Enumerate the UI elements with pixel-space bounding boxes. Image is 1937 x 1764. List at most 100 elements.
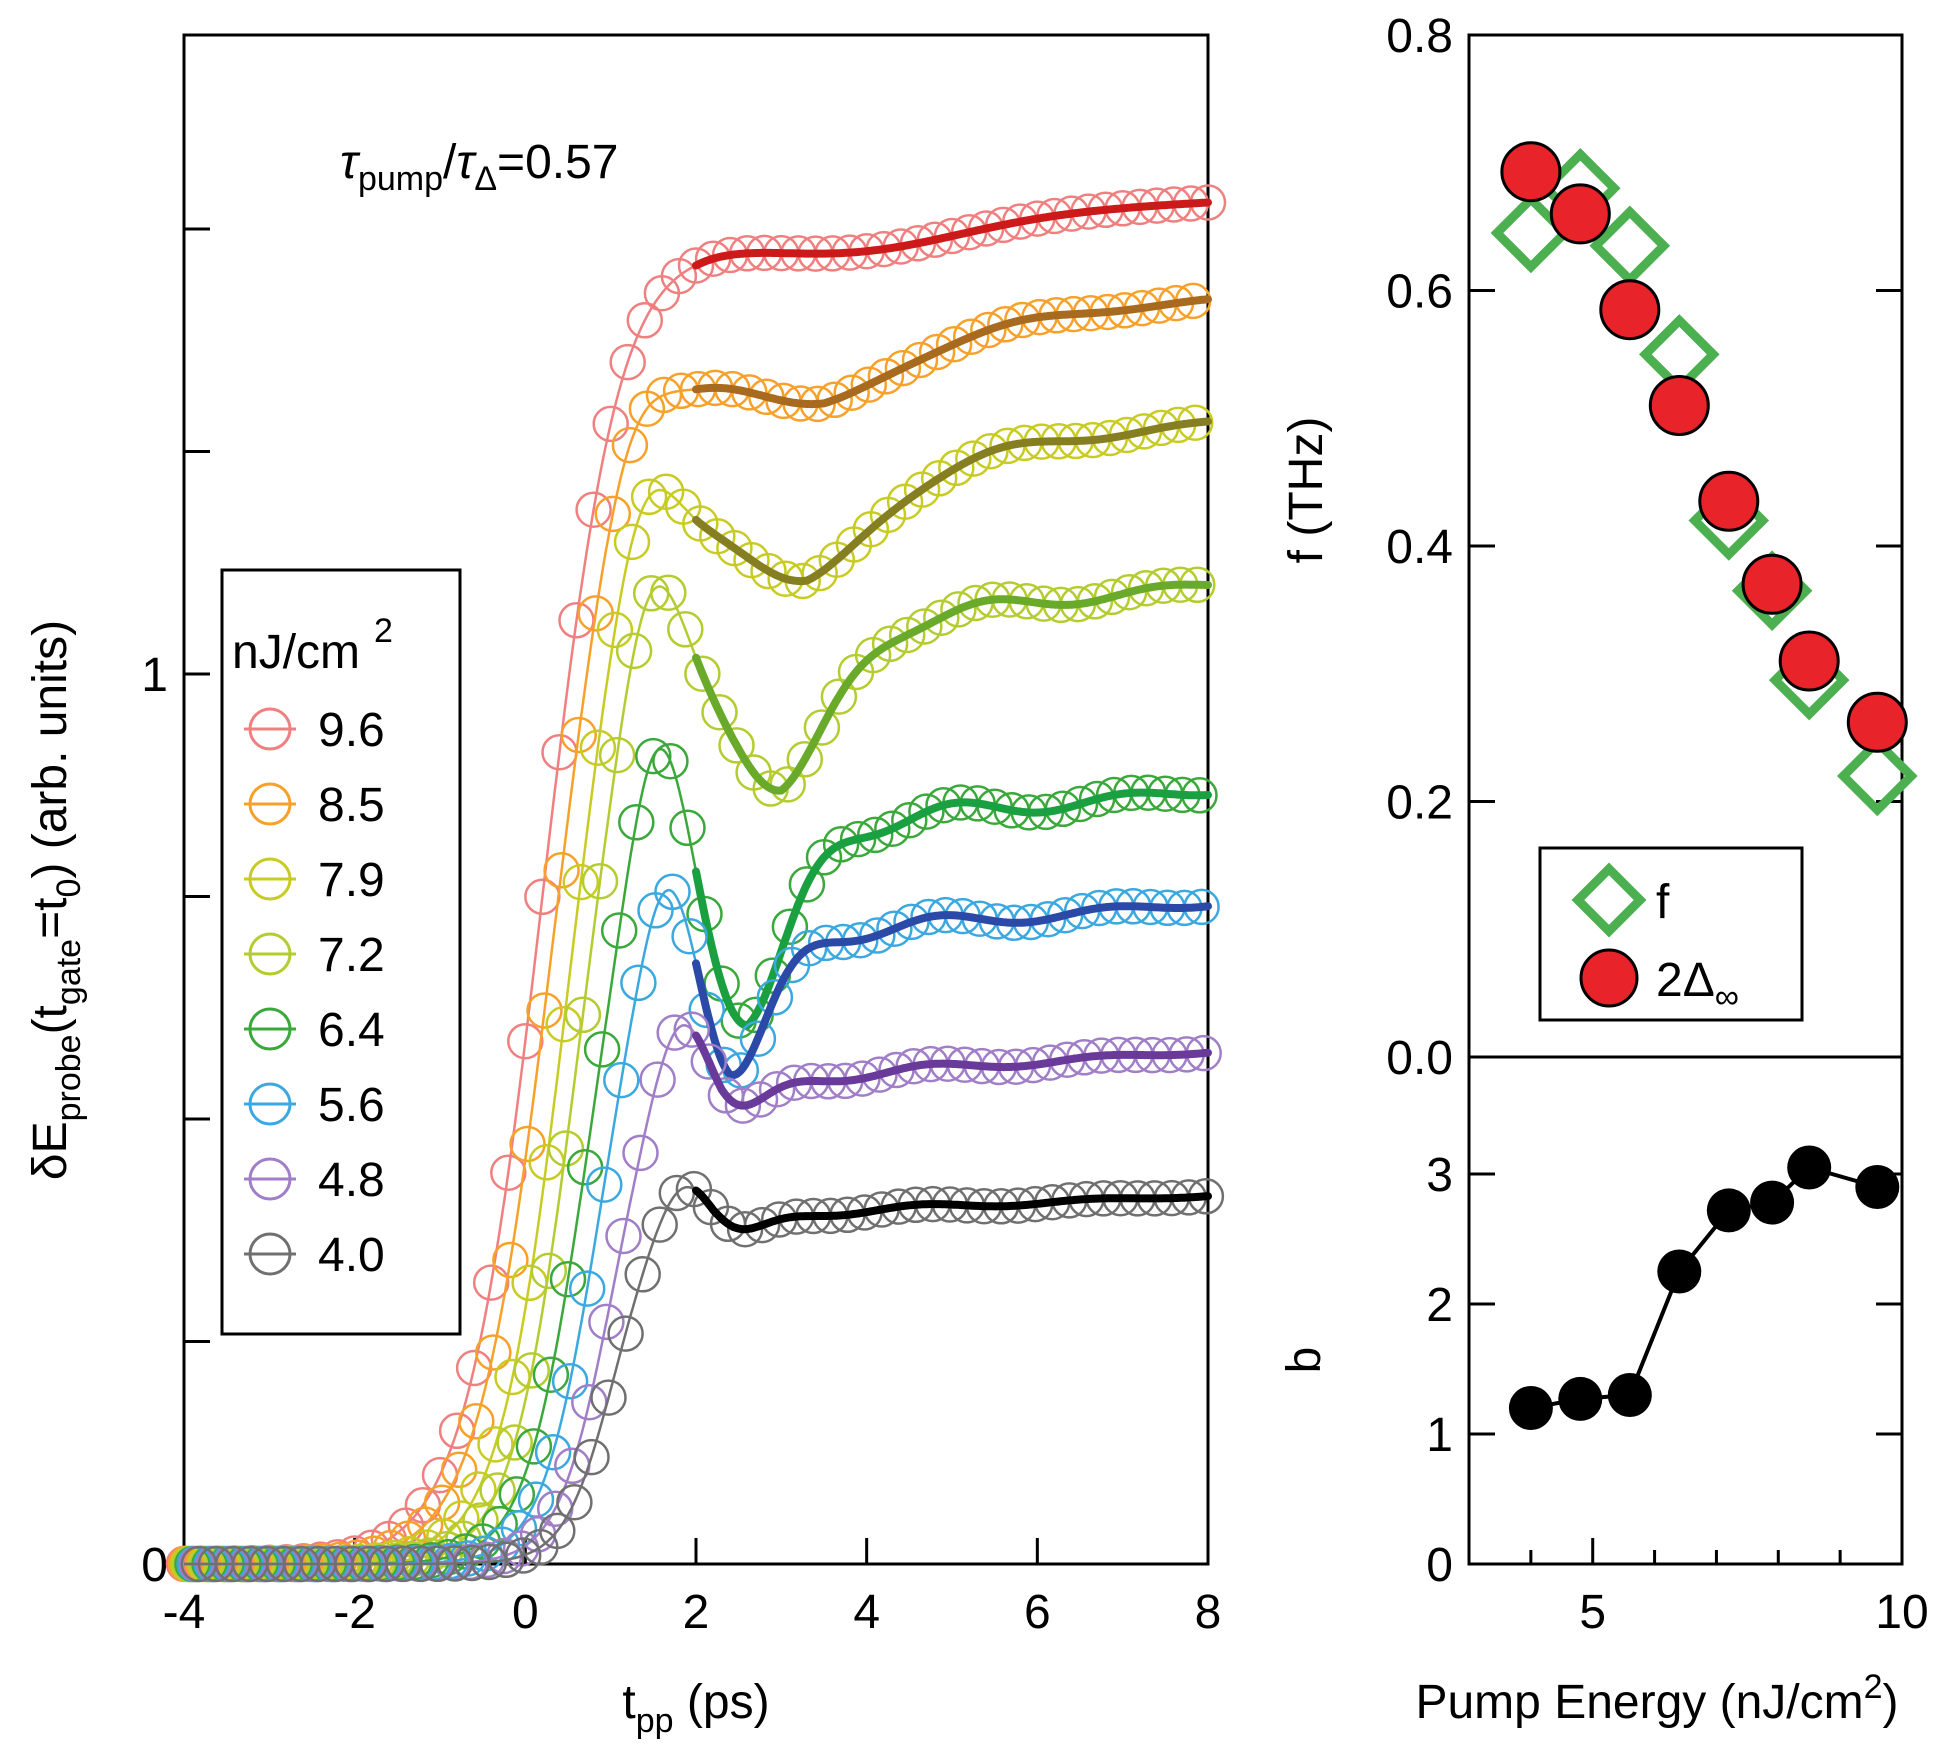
x-tick-label: 8: [1195, 1586, 1222, 1639]
panel-b-frequency: 0.0 0.2 0.4 0.6 0.8 f (THz) f 2Δ∞: [1280, 10, 1918, 1085]
legend-title: nJ/cm 2: [232, 612, 393, 679]
data-point: [573, 1438, 610, 1476]
legend-label: 8.5: [318, 779, 385, 832]
f-point: [1589, 205, 1671, 287]
annotation-tau2: τ: [456, 136, 477, 189]
legend-entry: 4.0: [244, 1229, 385, 1282]
data-point: [920, 460, 958, 497]
annotation-slash: /: [443, 136, 457, 189]
y-tick-label: 0.8: [1386, 10, 1453, 63]
data-point: [652, 742, 689, 780]
legend-entry: 7.2: [244, 929, 385, 982]
x-label-main: Pump Energy (nJ/cm: [1415, 1676, 1863, 1729]
data-point: [635, 737, 672, 775]
data-point: [888, 616, 926, 654]
2delta-point: [1549, 183, 1611, 245]
data-point: [551, 1362, 589, 1400]
legend-diamond-marker: [1571, 862, 1647, 938]
legend-box: [220, 568, 462, 1336]
f-point: [1638, 314, 1720, 395]
fit-line: [692, 580, 1212, 795]
data-point: [513, 1352, 550, 1389]
data-point: [526, 992, 563, 1029]
data-point: [850, 366, 888, 403]
data-point: [598, 736, 636, 774]
data-point: [458, 1403, 495, 1440]
panel-c-frame: [1467, 1055, 1904, 1566]
annotation-sub1: pump: [358, 160, 443, 198]
data-point: [803, 709, 841, 746]
legend-label: 6.4: [318, 1004, 385, 1057]
panel-c-y-label: b: [1278, 1347, 1331, 1374]
panel-a-x-label: tpp (ps): [622, 1676, 769, 1740]
data-point: [507, 1022, 544, 1060]
data-point: [656, 1014, 693, 1051]
data-point: [586, 1166, 623, 1203]
data-point: [609, 343, 646, 381]
data-point: [891, 801, 928, 839]
data-point: [560, 716, 597, 754]
x-tick-label: 2: [683, 1586, 710, 1639]
fit-line: [692, 417, 1212, 586]
data-point: [564, 996, 602, 1034]
panel-a-time-traces: -4 -2 0 2 4 6 801 τpump/τΔ=0.57 tpp (ps) δEpro…: [24, 33, 1227, 1740]
data-point: [856, 816, 894, 854]
data-point: [594, 495, 632, 533]
x-tick-label: 6: [1024, 1586, 1051, 1639]
legend-delta-label: 2Δ∞: [1656, 954, 1739, 1016]
x-tick-label: 0: [512, 1586, 539, 1639]
annotation-tau1: τ: [340, 136, 361, 189]
data-point: [596, 611, 634, 649]
data-point: [440, 1451, 478, 1489]
data-point: [756, 979, 794, 1016]
legend-label: 7.9: [318, 854, 385, 907]
b-point: [1855, 1165, 1900, 1209]
data-point: [987, 306, 1024, 343]
data-point: [481, 1505, 518, 1543]
y-tick-label: 1: [1426, 1409, 1453, 1462]
x-tick-label: -4: [163, 1586, 206, 1639]
legend-entries: 9.6 8.5 7.9 7.2 6.4 5.6 4.8 4.0: [244, 704, 385, 1282]
legend-f-label: f: [1656, 876, 1670, 929]
x-tick-label: 4: [853, 1586, 880, 1639]
data-point: [935, 325, 973, 363]
data-point: [470, 1543, 508, 1581]
legend-entry: 5.6: [244, 1079, 385, 1132]
data-point: [918, 333, 956, 371]
data-point: [901, 341, 939, 379]
data-point: [515, 1428, 553, 1465]
y-label-s2: gate: [50, 939, 88, 1005]
data-point: [556, 1483, 593, 1521]
data-point: [547, 1130, 585, 1167]
data-point: [893, 903, 930, 941]
data-point: [718, 727, 755, 764]
data-point: [588, 1303, 625, 1341]
2delta-point: [1846, 691, 1908, 753]
b-point: [1607, 1373, 1652, 1417]
data-point: [534, 1433, 572, 1471]
f-point: [1836, 735, 1918, 817]
f-point: [1490, 192, 1572, 274]
data-point: [654, 873, 691, 911]
series-4.0: [180, 1170, 1225, 1583]
legend-title-text: nJ/cm: [232, 626, 360, 679]
data-point: [673, 1011, 710, 1048]
data-point: [667, 611, 704, 648]
legend-entry: 8.5: [244, 779, 385, 832]
data-point: [669, 809, 706, 847]
data-point: [624, 1256, 661, 1293]
data-point: [543, 852, 580, 889]
data-point: [622, 1134, 659, 1172]
annotation-tail: =0.57: [497, 136, 618, 189]
data-point: [492, 1241, 529, 1279]
data-point: [583, 1031, 621, 1068]
data-point: [632, 575, 670, 612]
legend-circle-marker: [1579, 948, 1639, 1008]
data-point: [504, 1537, 542, 1574]
panel-b-y-label: f (THz): [1280, 417, 1333, 564]
y-tick-label: 0: [141, 1539, 168, 1592]
data-point: [906, 608, 943, 645]
legend-title-sup: 2: [374, 612, 393, 650]
